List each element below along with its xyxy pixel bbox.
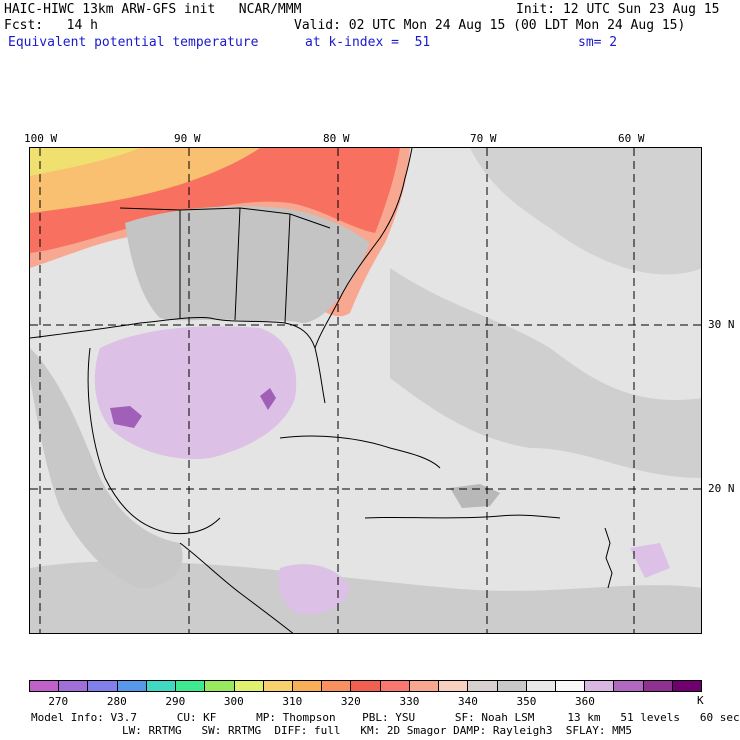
- map-canvas: [30, 148, 701, 633]
- gray-band-south: [30, 561, 701, 633]
- colorbar-tick-label: 330: [399, 695, 420, 708]
- colorbar-tick-label: 300: [223, 695, 244, 708]
- cuba-line: [279, 435, 441, 469]
- colorbar-tick-label: 270: [48, 695, 69, 708]
- south-caribbean-line: [364, 514, 561, 519]
- land-mexico: [30, 348, 183, 588]
- central-america-line: [179, 542, 294, 633]
- colorbar-swatch: [672, 681, 702, 691]
- caribbean-purple: [278, 564, 350, 615]
- mexico-coast-line: [87, 347, 221, 535]
- lon-label-80w: 80 W: [323, 132, 350, 145]
- forecast-hour: Fcst: 14 h: [4, 18, 98, 33]
- theta-e-map[interactable]: [29, 147, 702, 634]
- field-name: Equivalent potential temperature: [8, 35, 259, 50]
- atlantic-coast-line: [314, 148, 413, 349]
- colorbar-swatch: [322, 681, 352, 691]
- gulf-purple-core: [110, 406, 142, 428]
- colorbar-swatch: [234, 681, 264, 691]
- colorbar-swatch: [263, 681, 293, 691]
- colorbar-swatch: [439, 681, 469, 691]
- colorbar-tick-label: 310: [282, 695, 303, 708]
- lon-label-90w: 90 W: [174, 132, 201, 145]
- colorbar-swatch: [176, 681, 206, 691]
- colorbar-swatch: [30, 681, 60, 691]
- colorbar-tick-label: 280: [106, 695, 127, 708]
- land-southeast-us: [125, 206, 370, 323]
- colorbar-swatch: [614, 681, 644, 691]
- grid-lines: [30, 148, 701, 633]
- atlantic-purple: [630, 543, 670, 578]
- level-index: at k-index = 51: [305, 35, 431, 50]
- physics-info-line: LW: RRTMG SW: RRTMG DIFF: full KM: 2D Sm…: [122, 724, 632, 737]
- lon-label-100w: 100 W: [24, 132, 58, 145]
- lon-label-70w: 70 W: [470, 132, 497, 145]
- gulf-coast-line: [30, 316, 326, 404]
- colorbar-swatch: [380, 681, 410, 691]
- coastlines: [30, 148, 613, 633]
- colorbar-swatch: [59, 681, 89, 691]
- lesser-antilles-line: [604, 527, 613, 589]
- lat-label-20n: 20 N: [708, 482, 735, 495]
- colorbar-tick-label: 360: [575, 695, 595, 708]
- valid-time: Valid: 02 UTC Mon 24 Aug 15 (00 LDT Mon …: [294, 18, 686, 33]
- colorbar: [29, 680, 702, 692]
- colorbar-swatch: [468, 681, 498, 691]
- lon-label-60w: 60 W: [618, 132, 645, 145]
- colorbar-tick-label: 290: [165, 695, 186, 708]
- colorbar-unit: K: [697, 694, 704, 707]
- state-borders: [179, 207, 291, 324]
- colorbar-tick-label: 320: [340, 695, 361, 708]
- colorbar-swatch: [526, 681, 556, 691]
- init-time: Init: 12 UTC Sun 23 Aug 15: [516, 2, 720, 17]
- colorbar-tick-label: 340: [457, 695, 478, 708]
- colorbar-swatch: [292, 681, 323, 691]
- warm-region-inner: [30, 148, 260, 213]
- colorbar-swatch: [497, 681, 527, 691]
- colorbar-swatch: [643, 681, 673, 691]
- gulf-purple-spot: [260, 388, 276, 410]
- colorbar-swatch: [555, 681, 586, 691]
- colorbar-swatch: [205, 681, 235, 691]
- colorbar-swatch: [117, 681, 147, 691]
- colorbar-swatch: [409, 681, 440, 691]
- colorbar-swatch: [146, 681, 177, 691]
- model-title: HAIC-HIWC 13km ARW-GFS init NCAR/MMM: [4, 2, 302, 17]
- model-info-line: Model Info: V3.7 CU: KF MP: Thompson PBL…: [31, 711, 740, 724]
- colorbar-swatch: [351, 681, 381, 691]
- lat-label-30n: 30 N: [708, 318, 735, 331]
- colorbar-tick-label: 350: [516, 695, 537, 708]
- smoothing: sm= 2: [578, 35, 618, 50]
- gray-band-atlantic: [390, 268, 701, 478]
- colorbar-swatch: [585, 681, 615, 691]
- gray-band-north: [470, 148, 701, 275]
- colorbar-swatch: [88, 681, 118, 691]
- gulf-purple-region: [94, 326, 297, 459]
- warm-region-core: [30, 148, 140, 176]
